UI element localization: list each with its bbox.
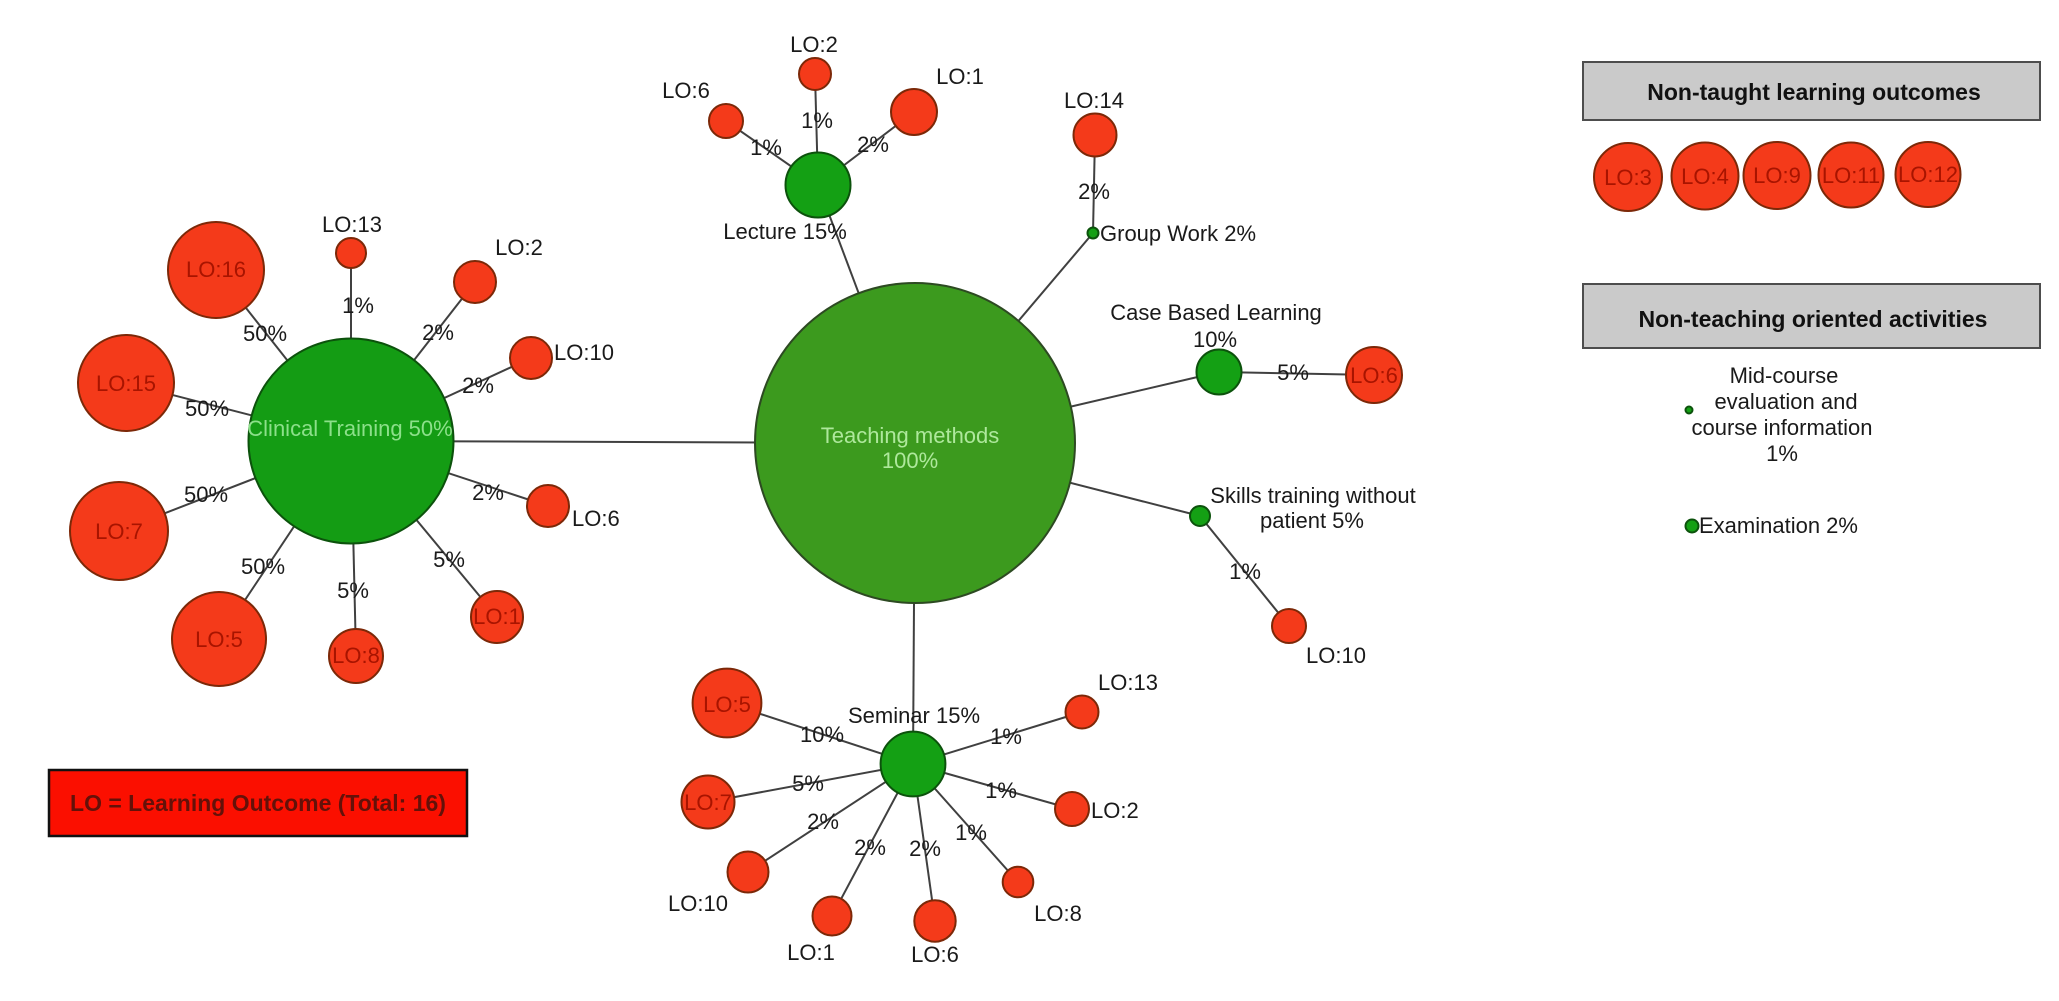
svg-text:LO = Learning Outcome (Total:: LO = Learning Outcome (Total: 16) — [70, 790, 446, 816]
svg-text:1%: 1% — [955, 820, 987, 845]
svg-text:LO:8: LO:8 — [1034, 901, 1082, 926]
svg-text:50%: 50% — [241, 554, 285, 579]
svg-text:LO:4: LO:4 — [1681, 164, 1729, 189]
svg-text:Non-taught learning outcomes: Non-taught learning outcomes — [1647, 79, 1981, 105]
svg-text:LO:14: LO:14 — [1064, 88, 1124, 113]
svg-text:LO:6: LO:6 — [572, 506, 620, 531]
svg-text:LO:13: LO:13 — [1098, 670, 1158, 695]
svg-text:Lecture 15%: Lecture 15% — [723, 219, 847, 244]
svg-text:1%: 1% — [801, 108, 833, 133]
svg-text:LO:1: LO:1 — [787, 940, 835, 965]
svg-text:Case Based Learning: Case Based Learning — [1110, 300, 1322, 325]
svg-text:1%: 1% — [342, 293, 374, 318]
svg-text:1%: 1% — [1229, 559, 1261, 584]
svg-text:evaluation and: evaluation and — [1714, 389, 1857, 414]
svg-text:patient 5%: patient 5% — [1260, 508, 1364, 533]
svg-text:LO:7: LO:7 — [684, 790, 732, 815]
svg-text:LO:7: LO:7 — [95, 519, 143, 544]
svg-text:Mid-course: Mid-course — [1730, 363, 1839, 388]
svg-text:5%: 5% — [337, 578, 369, 603]
svg-text:LO:10: LO:10 — [668, 891, 728, 916]
svg-text:1%: 1% — [750, 135, 782, 160]
svg-text:10%: 10% — [800, 722, 844, 747]
svg-text:LO:6: LO:6 — [1350, 363, 1398, 388]
svg-text:Examination 2%: Examination 2% — [1699, 513, 1858, 538]
svg-text:2%: 2% — [462, 373, 494, 398]
svg-text:2%: 2% — [909, 836, 941, 861]
svg-text:5%: 5% — [1277, 360, 1309, 385]
svg-text:2%: 2% — [422, 320, 454, 345]
svg-text:Non-teaching oriented activiti: Non-teaching oriented activities — [1639, 306, 1988, 332]
svg-text:2%: 2% — [807, 809, 839, 834]
svg-text:2%: 2% — [854, 835, 886, 860]
svg-text:50%: 50% — [185, 396, 229, 421]
svg-text:LO:2: LO:2 — [495, 235, 543, 260]
svg-text:LO:6: LO:6 — [662, 78, 710, 103]
svg-text:LO:16: LO:16 — [186, 257, 246, 282]
svg-text:LO:12: LO:12 — [1898, 162, 1958, 187]
svg-text:LO:13: LO:13 — [322, 212, 382, 237]
svg-text:1%: 1% — [985, 778, 1017, 803]
svg-text:100%: 100% — [882, 448, 938, 473]
svg-text:Seminar 15%: Seminar 15% — [848, 703, 980, 728]
svg-text:LO:1: LO:1 — [936, 64, 984, 89]
svg-text:LO:9: LO:9 — [1753, 163, 1801, 188]
svg-text:2%: 2% — [472, 480, 504, 505]
svg-text:LO:8: LO:8 — [332, 643, 380, 668]
svg-text:course information: course information — [1692, 415, 1873, 440]
svg-text:1%: 1% — [1766, 441, 1798, 466]
svg-text:50%: 50% — [184, 482, 228, 507]
svg-text:1%: 1% — [990, 724, 1022, 749]
svg-text:LO:10: LO:10 — [1306, 643, 1366, 668]
svg-text:LO:11: LO:11 — [1822, 163, 1880, 188]
svg-text:50%: 50% — [243, 321, 287, 346]
svg-text:10%: 10% — [1193, 327, 1237, 352]
svg-text:Teaching methods: Teaching methods — [821, 423, 1000, 448]
svg-text:2%: 2% — [857, 132, 889, 157]
svg-text:LO:5: LO:5 — [703, 692, 751, 717]
svg-text:LO:10: LO:10 — [554, 340, 614, 365]
svg-text:2%: 2% — [1078, 179, 1110, 204]
svg-text:LO:5: LO:5 — [195, 627, 243, 652]
svg-text:Clinical Training 50%: Clinical Training 50% — [247, 416, 452, 441]
svg-text:LO:15: LO:15 — [96, 371, 156, 396]
svg-text:Group Work 2%: Group Work 2% — [1100, 221, 1256, 246]
svg-text:LO:3: LO:3 — [1604, 165, 1652, 190]
svg-text:LO:6: LO:6 — [911, 942, 959, 967]
svg-text:5%: 5% — [792, 771, 824, 796]
svg-text:LO:2: LO:2 — [790, 32, 838, 57]
svg-text:LO:2: LO:2 — [1091, 798, 1139, 823]
svg-text:Skills training without: Skills training without — [1210, 483, 1415, 508]
svg-text:LO:1: LO:1 — [473, 604, 521, 629]
svg-text:5%: 5% — [433, 547, 465, 572]
